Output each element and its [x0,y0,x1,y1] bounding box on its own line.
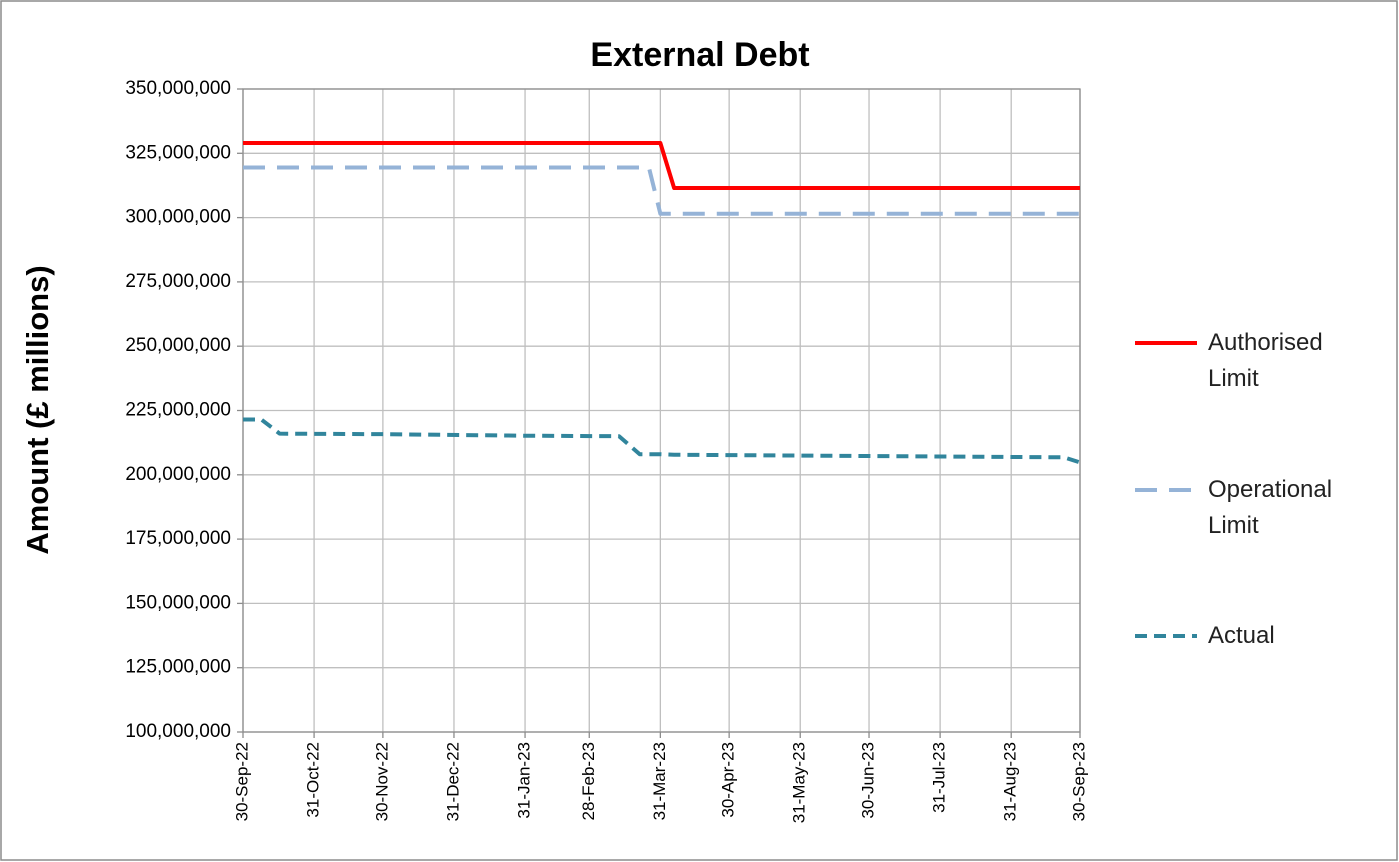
x-tick-label: 30-Jun-23 [859,742,878,819]
x-tick-label: 30-Nov-22 [372,742,391,821]
y-tick-label: 250,000,000 [125,335,231,356]
x-tick-label: 30-Sep-22 [232,742,251,821]
x-tick-label: 31-May-23 [790,742,809,823]
x-tick-label: 28-Feb-23 [579,742,598,820]
chart-title: External Debt [590,36,809,74]
series-line [243,165,1080,216]
legend-label: Operational Limit [1208,476,1333,539]
series-line [243,417,1081,465]
y-tick-label: 175,000,000 [125,528,231,549]
legend-label: Authorised Limit [1208,329,1323,392]
x-tick-label: 31-Oct-22 [304,742,323,818]
y-tick-label: 300,000,000 [125,207,231,228]
x-tick-label: 31-Aug-23 [1001,742,1020,821]
y-tick-label: 225,000,000 [125,400,231,421]
x-tick-label: 31-Jul-23 [930,742,949,813]
y-axis-title: Amount (£ millions) [20,265,55,554]
y-tick-label: 350,000,000 [125,78,231,99]
x-tick-label: 31-Dec-22 [443,742,462,821]
y-tick-label: 125,000,000 [125,657,231,678]
plot-border [242,88,1081,733]
series-line [243,141,1080,191]
y-tick-label: 275,000,000 [125,271,231,292]
x-tick-label: 31-Jan-23 [515,742,534,819]
y-tick-label: 200,000,000 [125,464,231,485]
legend-label: Actual [1208,622,1275,649]
y-tick-label: 325,000,000 [125,142,231,163]
x-tick-label: 30-Apr-23 [719,742,738,818]
x-tick-label: 30-Sep-23 [1069,742,1088,821]
x-tick-label: 31-Mar-23 [650,742,669,820]
y-tick-label: 100,000,000 [125,721,231,742]
y-tick-label: 150,000,000 [125,592,231,613]
